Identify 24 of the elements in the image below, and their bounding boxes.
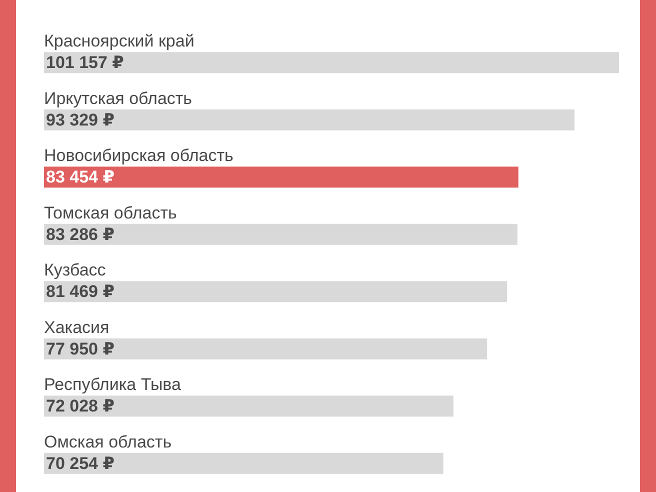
data-label: 70 254 ₽ [46, 454, 115, 473]
y-tick-label: Хакасия [44, 318, 110, 337]
y-tick-label: Новосибирская область [44, 146, 234, 166]
data-label: 93 329 ₽ [46, 110, 115, 130]
data-label: 101 157 ₽ [46, 53, 124, 72]
data-label: 81 469 ₽ [46, 282, 115, 302]
bar [44, 281, 508, 302]
data-label: 72 028 ₽ [46, 396, 115, 416]
data-label: 83 454 ₽ [46, 168, 115, 187]
bar [44, 109, 575, 130]
y-tick-label: Кузбасс [44, 260, 106, 280]
y-tick-label: Томская область [44, 203, 177, 222]
bar [44, 166, 518, 188]
y-tick-label: Иркутская область [44, 88, 192, 108]
y-tick-label: Красноярский край [44, 32, 194, 51]
data-label: 83 286 ₽ [46, 224, 115, 244]
bar [44, 224, 518, 245]
y-tick-label: Омская область [44, 432, 172, 452]
bar [44, 396, 454, 417]
y-tick-label: Республика Тыва [44, 375, 182, 394]
bar [44, 338, 488, 360]
bar [44, 52, 619, 74]
bar [44, 452, 444, 474]
data-label: 77 950 ₽ [46, 339, 115, 358]
